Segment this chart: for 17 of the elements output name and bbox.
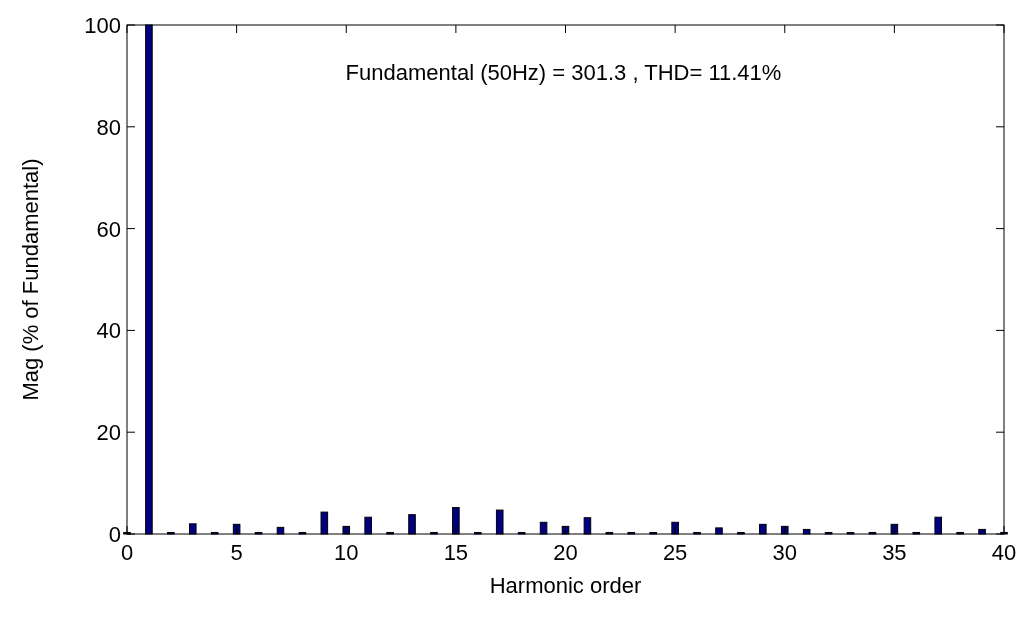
y-tick-label: 60: [96, 216, 121, 242]
x-tick-label: 25: [662, 540, 688, 565]
x-tick-label: 20: [553, 540, 578, 565]
y-tick-label: 0: [108, 522, 121, 547]
y-tick-label: 40: [96, 318, 121, 344]
x-axis-title: Harmonic order: [489, 573, 642, 598]
x-tick-label: 5: [230, 540, 243, 565]
x-tick-label: 30: [772, 540, 797, 565]
y-axis-title: Mag (% of Fundamental): [18, 158, 43, 401]
y-tick-label: 80: [96, 114, 121, 140]
x-tick-label: 10: [334, 540, 359, 565]
x-tick-label: 15: [443, 540, 469, 565]
y-tick-label: 100: [84, 13, 121, 38]
x-tick-label: 35: [882, 540, 907, 565]
text: Fundamental (50Hz) = 301.3 , THD= 11.41%: [345, 60, 782, 85]
x-tick-label: 40: [991, 540, 1017, 565]
y-tick-label: 20: [96, 420, 121, 446]
